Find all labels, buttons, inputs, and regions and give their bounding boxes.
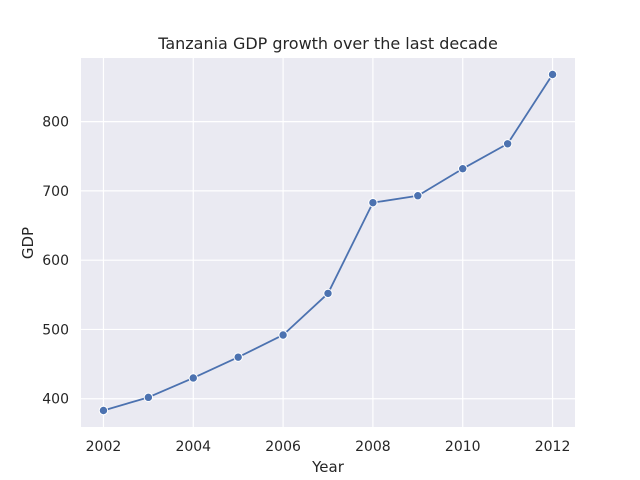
data-point [143,392,154,403]
y-tick-label: 600 [42,253,69,269]
x-tick-label: 2004 [175,439,211,455]
data-point [547,69,558,80]
y-axis-label: GDP [19,227,37,259]
data-point [98,405,109,416]
grid-lines [81,58,575,427]
data-point [278,330,288,340]
data-point [458,164,468,174]
plot-area [81,58,575,427]
data-point [233,352,243,362]
x-tick-label: 2008 [355,439,391,455]
chart-title: Tanzania GDP growth over the last decade [157,34,498,53]
tick-labels: 2002 2004 2006 2008 2010 2012 400 500 600 700 800 [42,115,570,455]
y-tick-label: 400 [42,392,69,408]
y-tick-label: 800 [42,115,69,131]
y-tick-label: 700 [42,184,69,200]
data-point [413,191,423,201]
data-point [368,197,378,208]
x-tick-label: 2012 [535,439,571,455]
data-series [98,69,558,416]
y-tick-label: 500 [42,322,69,338]
data-point [323,288,333,299]
x-tick-label: 2006 [265,439,301,455]
x-tick-label: 2010 [445,439,481,455]
x-tick-label: 2002 [86,439,122,455]
data-point [502,139,513,149]
x-axis-label: Year [311,458,345,476]
data-point [188,373,198,383]
